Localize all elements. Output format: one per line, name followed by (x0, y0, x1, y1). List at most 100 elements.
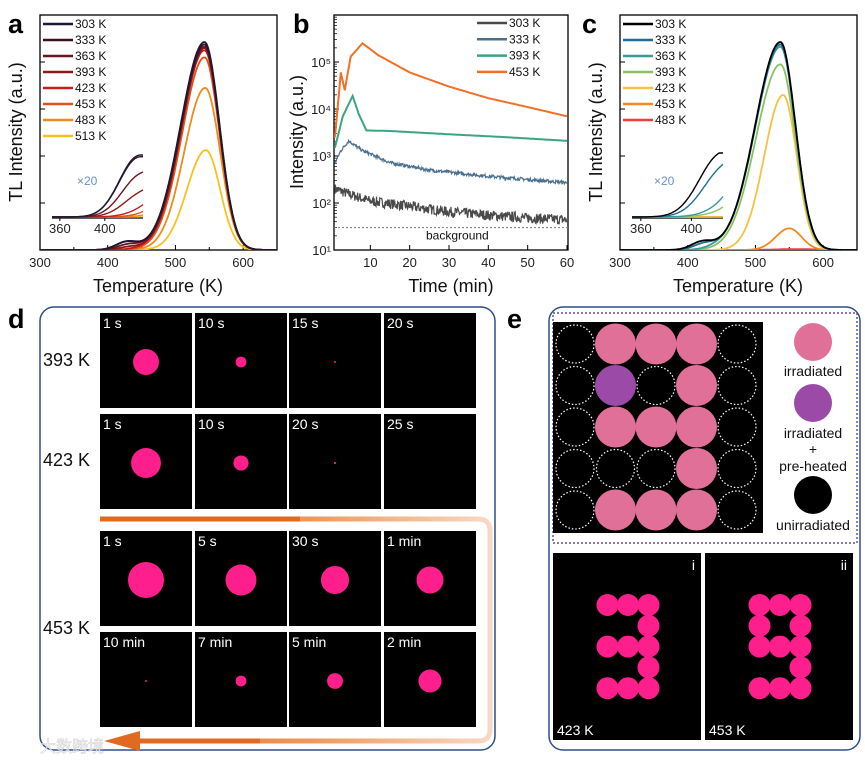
legend-label: 513 K (75, 129, 106, 143)
emission-blob (637, 614, 660, 637)
grid-cell-unirradiated (636, 365, 676, 406)
y-tick-label: 10⁴ (311, 102, 331, 117)
emission-spot (235, 675, 247, 687)
series-line-453k (334, 41, 568, 138)
grid-cell-irradiated (595, 323, 636, 365)
x-tick-label: 20 (402, 255, 416, 270)
series-line-453k (620, 227, 857, 250)
chart-a-ylabel: TL Intensity (a.u.) (6, 62, 26, 201)
inset-x-tick-label: 400 (681, 221, 703, 236)
emission-spot (131, 448, 161, 478)
frame-image (289, 313, 381, 408)
x-tick-label: 500 (165, 255, 187, 270)
frame-image (384, 414, 476, 509)
emission-blob (617, 594, 639, 616)
chart-c: 300 400 500 600 303 K 333 K 363 K 393 K 423 K 453… (609, 14, 858, 270)
frame-time-label: 15 s (292, 315, 318, 331)
frame-image (100, 632, 192, 727)
readout-image: ii 453 K (705, 553, 853, 740)
legend-label: 333 K (655, 33, 686, 47)
readout-image: i 423 K (553, 553, 701, 740)
cycle-arrow (100, 516, 493, 751)
grid-cell-irradiated (676, 365, 717, 406)
luminescence-frame: 1 s (100, 414, 192, 509)
x-tick-label: 500 (745, 255, 767, 270)
inset-chart: 360 400 ×20 (630, 152, 724, 236)
grid-cell-irradiated (676, 489, 717, 531)
panel-d-frame (39, 306, 496, 751)
x-tick-label: 50 (520, 255, 534, 270)
grid-cell-irradiated (595, 489, 636, 531)
emission-blob (637, 656, 660, 679)
grid-cell-unirradiated (555, 448, 595, 489)
series-line-423k (620, 94, 857, 250)
emission-blob (789, 656, 812, 679)
y-tick-label: 10¹ (312, 243, 331, 258)
inset-x-tick-label: 360 (630, 221, 652, 236)
panel-letter-d: d (8, 304, 25, 334)
inset-chart: 360 400 ×20 (49, 154, 144, 236)
luminescence-frame: 10 s (195, 313, 287, 408)
emission-spot (225, 564, 257, 596)
chart-b-ylabel: Intensity (a.u.) (287, 75, 307, 189)
emission-blob (596, 635, 619, 658)
emission-blob (637, 594, 660, 616)
luminescence-frame: 1 s (100, 531, 192, 626)
grid-cell-unirradiated (595, 448, 636, 489)
legend-label: 363 K (655, 49, 686, 63)
grid-cell-unirradiated (717, 490, 757, 530)
legend-label: 363 K (75, 49, 106, 63)
legend-label: 393 K (509, 49, 540, 63)
legend-label: 333 K (509, 32, 540, 46)
grid-cell-unirradiated (717, 324, 757, 364)
panel-letter-b: b (293, 9, 310, 39)
emission-spot (145, 680, 147, 682)
emission-blob (596, 677, 619, 700)
emission-blob (596, 594, 619, 616)
frame-time-label: 1 min (387, 533, 421, 549)
luminescence-frame: 5 min (289, 632, 381, 727)
emission-blob (769, 677, 791, 700)
y-tick-label: 10⁵ (311, 55, 331, 70)
legend-irradiated-swatch (794, 323, 832, 361)
luminescence-frame: 30 s (289, 531, 381, 626)
panel-letter-e: e (507, 304, 522, 334)
emission-blob (789, 594, 812, 616)
watermark: 大数跨境 (40, 737, 104, 756)
temperature-row-label: 453 K (43, 618, 90, 638)
frame-time-label: 1 s (103, 533, 122, 549)
legend-label: 303 K (75, 17, 106, 31)
chart-b-xlabel: Time (min) (408, 276, 493, 296)
emission-spot (418, 669, 442, 693)
grid-cell-unirradiated (717, 448, 757, 489)
emission-spot (416, 566, 444, 594)
legend-unirradiated-label: unirradiated (776, 517, 850, 533)
series-line-303k (334, 184, 568, 225)
x-tick-label: 600 (812, 255, 834, 270)
legend-label: 453 K (509, 65, 540, 79)
image-index-label: ii (841, 557, 847, 573)
series-line-393k (334, 93, 568, 148)
chart-c-xlabel: Temperature (K) (673, 276, 803, 296)
emission-blob (748, 677, 771, 700)
grid-cell-irradiated (676, 323, 717, 365)
legend-label: 303 K (509, 16, 540, 30)
chart-a-xlabel: Temperature (K) (93, 276, 223, 296)
frame-time-label: 30 s (292, 533, 318, 549)
emission-spot (334, 361, 336, 363)
legend-unirradiated-swatch (794, 476, 832, 514)
frame-image (384, 313, 476, 408)
legend-label: 423 K (75, 81, 106, 95)
grid-cell-irradiated (635, 323, 677, 365)
legend-preheated-plus: + (809, 441, 817, 457)
emission-blob (637, 635, 660, 658)
emission-blob (769, 635, 791, 658)
frame-time-label: 2 min (387, 634, 421, 650)
legend-label: 453 K (75, 97, 106, 111)
emission-spot (327, 673, 343, 689)
series-line-303k (620, 41, 857, 250)
luminescence-frame: 7 min (195, 632, 287, 727)
emission-spot (233, 455, 249, 471)
frame-image (289, 414, 381, 509)
